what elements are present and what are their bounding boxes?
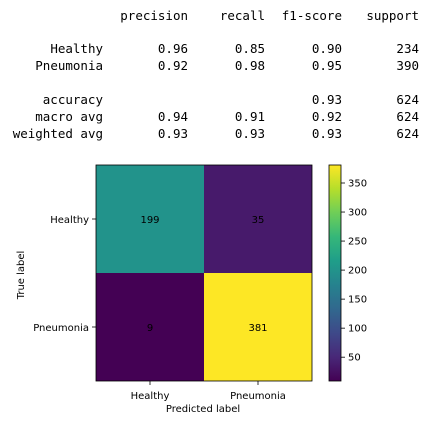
confusion-matrix-chart: 199 35 9 381 Healthy Pneumonia Healthy Pneumon… — [16, 164, 367, 415]
y-tick-label: Pneumonia — [33, 323, 89, 334]
report-header-f1-score: f1-score — [282, 8, 342, 23]
y-tick-label: Healthy — [50, 215, 89, 226]
colorbar-tick-label: 150 — [348, 295, 367, 306]
y-axis-label: True label — [16, 251, 27, 301]
heatmap-cell — [96, 165, 204, 273]
cell-value-label: 381 — [248, 323, 267, 334]
report-cell-recall: 0.85 — [235, 41, 265, 56]
cell-value-label: 35 — [252, 215, 265, 226]
report-row-label: weighted avg — [13, 126, 103, 141]
report-header-support: support — [366, 8, 419, 23]
heatmap-cell — [204, 273, 312, 381]
x-tick-label: Healthy — [131, 391, 170, 402]
report-row-label: accuracy — [43, 92, 104, 107]
report-cell-precision: 0.94 — [158, 109, 188, 124]
report-cell-f1: 0.95 — [312, 58, 342, 73]
report-row: Healthy 0.96 0.85 0.90 234 — [50, 41, 419, 56]
report-header-recall: recall — [220, 8, 265, 23]
report-cell-f1: 0.90 — [312, 41, 342, 56]
colorbar: 50 100 150 200 250 300 350 — [328, 164, 367, 382]
x-axis-label: Predicted label — [166, 404, 240, 415]
report-row-label: Pneumonia — [35, 58, 103, 73]
report-cell-precision: 0.96 — [158, 41, 188, 56]
report-cell-support: 390 — [396, 58, 419, 73]
colorbar-tick-label: 300 — [348, 208, 367, 219]
report-row: accuracy 0.93 624 — [43, 92, 419, 107]
report-row: macro avg 0.94 0.91 0.92 624 — [35, 109, 419, 124]
report-cell-f1: 0.93 — [312, 92, 342, 107]
report-cell-support: 234 — [396, 41, 419, 56]
heatmap-cell — [204, 165, 312, 273]
report-row-label: Healthy — [50, 41, 103, 56]
x-tick-label: Pneumonia — [230, 391, 286, 402]
report-cell-recall: 0.91 — [235, 109, 265, 124]
colorbar-tick-label: 100 — [348, 324, 367, 335]
colorbar-tick-label: 350 — [348, 179, 367, 190]
colorbar-gradient — [328, 164, 342, 382]
classification-report: precision recall f1-score support Healthy 0.9… — [0, 0, 432, 160]
report-header-precision: precision — [120, 8, 188, 23]
colorbar-tick-label: 200 — [348, 266, 367, 277]
report-cell-f1: 0.92 — [312, 109, 342, 124]
report-cell-support: 624 — [396, 109, 419, 124]
heatmap-cell — [96, 273, 204, 381]
colorbar-tick-label: 50 — [348, 353, 361, 364]
report-cell-support: 624 — [396, 92, 419, 107]
report-row-label: macro avg — [35, 109, 103, 124]
report-cell-precision: 0.92 — [158, 58, 188, 73]
report-cell-precision: 0.93 — [158, 126, 188, 141]
cell-value-label: 9 — [147, 323, 153, 334]
plot-frame — [95, 164, 313, 382]
report-cell-support: 624 — [396, 126, 419, 141]
confusion-matrix-axes: Healthy Pneumonia Healthy Pneumonia — [33, 164, 313, 402]
report-cell-f1: 0.93 — [312, 126, 342, 141]
report-row: Pneumonia 0.92 0.98 0.95 390 — [35, 58, 419, 73]
cell-value-label: 199 — [140, 215, 159, 226]
report-cell-recall: 0.98 — [235, 58, 265, 73]
report-row: weighted avg 0.93 0.93 0.93 624 — [13, 126, 419, 141]
colorbar-tick-label: 250 — [348, 237, 367, 248]
report-cell-recall: 0.93 — [235, 126, 265, 141]
confusion-matrix-cells: 199 35 9 381 — [96, 165, 312, 381]
classification-report-table: precision recall f1-score support Healthy 0.9… — [13, 8, 419, 141]
